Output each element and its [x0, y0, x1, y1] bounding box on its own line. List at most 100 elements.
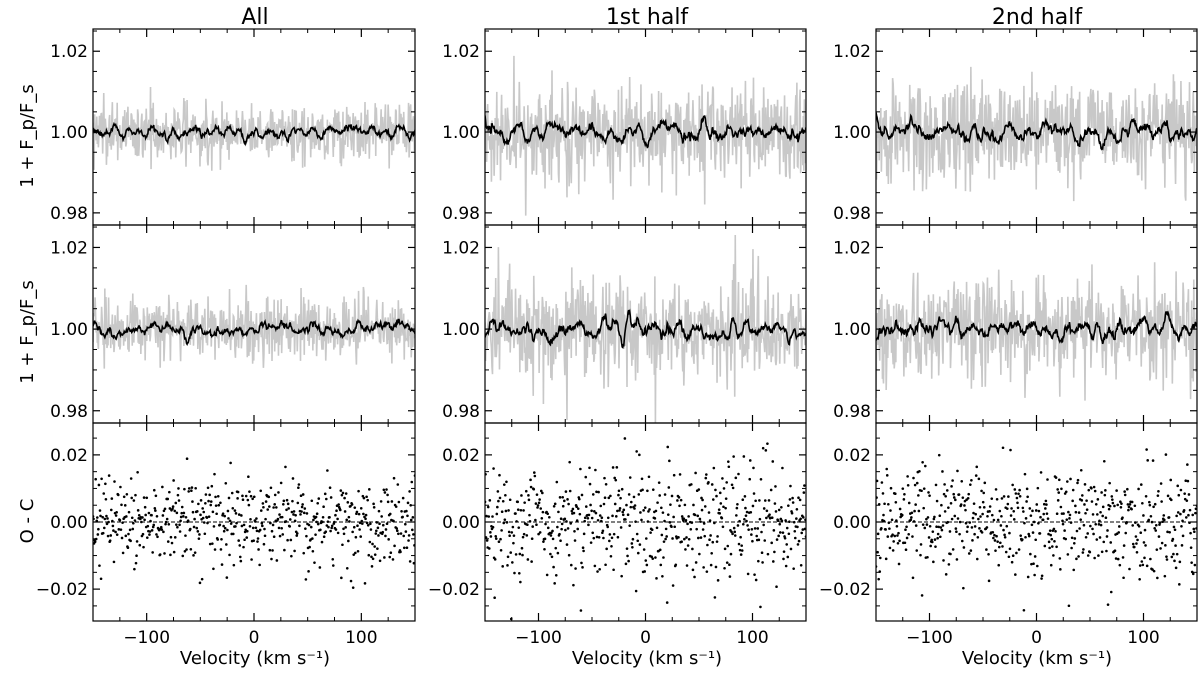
panel-r3-c3-point	[976, 535, 980, 539]
panel-r3-c1-point	[150, 513, 153, 517]
panel-r3-c3-point	[1012, 510, 1016, 513]
panel-r3-c2-point	[551, 529, 554, 533]
panel-r3-c1-point	[392, 519, 395, 523]
panel-r3-c3-point	[1159, 547, 1162, 550]
panel-r3-c1-point	[221, 512, 225, 515]
panel-r3-c1-point	[316, 522, 320, 526]
panel-r3-c2-point	[768, 513, 771, 516]
panel-r3-c1-point	[299, 513, 302, 516]
panel-r3-c3-point	[964, 508, 967, 512]
panel-r3-c1-point	[356, 524, 359, 527]
panel-r3-c1-point	[120, 536, 124, 540]
panel-r3-c3-point	[981, 512, 984, 516]
panel-r3-c2-point	[603, 476, 606, 480]
panel-r3-c3-point	[1033, 555, 1037, 558]
panel-r3-c3-point	[1077, 511, 1081, 514]
panel-r3-c1-point	[141, 532, 145, 536]
panel-r3-c2-point	[587, 523, 590, 527]
panel-r3-c1-point	[326, 520, 330, 523]
panel-r3-c3-point	[1152, 505, 1155, 509]
panel-r3-c1-point	[353, 506, 357, 509]
panel-r3-c2-point	[515, 520, 518, 523]
panel-r3-c3-point	[934, 545, 937, 548]
panel-r3-c2-point	[714, 488, 717, 492]
panel-r3-c1-point	[135, 540, 139, 543]
panel-r3-c3-point	[1123, 490, 1126, 493]
panel-r3-c2-point	[665, 601, 669, 604]
panel-r3-c3-point	[914, 503, 917, 506]
panel-r3-c3-point	[1003, 533, 1006, 537]
panel-r3-c2: −0.020.000.02−100 0 100	[428, 422, 807, 648]
panel-r3-c3-point	[1167, 516, 1171, 519]
panel-r3-c2-point	[683, 503, 687, 507]
panel-r3-c3-point	[1139, 531, 1143, 535]
panel-r3-c3-point	[969, 549, 973, 552]
panel-r3-c2-point	[799, 564, 803, 567]
panel-r3-c3-point	[1034, 509, 1038, 512]
panel-r3-c2-point	[727, 465, 731, 469]
panel-r3-c2-point	[639, 511, 642, 514]
panel-r3-c3-point	[926, 516, 930, 519]
panel-r3-c3-point	[1044, 499, 1048, 503]
panel-r3-c3-point	[1076, 478, 1080, 482]
panel-r3-c3-point	[1138, 578, 1141, 581]
panel-r3-c1-point	[376, 547, 379, 550]
panel-r3-c2-point	[776, 519, 780, 523]
panel-r3-c2-point	[590, 509, 593, 513]
panel-r3-c2-point	[569, 563, 573, 567]
panel-r3-c2-point	[553, 502, 557, 506]
panel-r3-c3-point	[1066, 553, 1070, 556]
panel-r3-c3-point	[891, 533, 894, 536]
panel-r3-c1-point	[130, 516, 134, 520]
panel-r3-c3-point	[951, 479, 954, 482]
panel-r3-c1-point	[174, 501, 178, 505]
panel-r3-c1-point	[307, 570, 310, 573]
panel-r3-c1-point	[301, 503, 304, 506]
panel-r3-c2-point	[668, 521, 672, 524]
panel-r3-c2-point	[624, 518, 627, 521]
panel-r3-c3-point	[1101, 505, 1105, 509]
panel-r3-c1-point	[142, 496, 146, 499]
panel-r3-c2-point	[694, 561, 698, 564]
panel-r3-c1-point	[169, 535, 173, 539]
panel-r3-c3-point	[1079, 468, 1083, 472]
panel-r3-c3-point	[1086, 532, 1089, 535]
panel-r3-c2-point	[576, 507, 580, 510]
panel-r3-c3-point	[1090, 500, 1094, 503]
panel-r3-c3-point	[1040, 577, 1043, 580]
panel-r3-c3-point	[1118, 525, 1121, 528]
panel-r3-c3-point	[944, 494, 947, 498]
panel-r3-c1-point	[395, 527, 399, 530]
panel-r3-c3-point	[1074, 504, 1077, 508]
panel-r3-c3-point	[940, 528, 944, 532]
panel-r3-c3-point	[918, 470, 921, 473]
panel-r3-c1-point	[410, 480, 414, 484]
panel-r3-c1-point	[229, 522, 233, 525]
panel-r3-c2-point	[522, 532, 526, 536]
panel-r3-c3-point	[1067, 604, 1071, 608]
panel-r3-c2-point	[754, 578, 758, 582]
panel-r3-c1-point	[177, 487, 180, 490]
panel-r3-c2-point	[514, 553, 518, 556]
panel-r3-c3-point	[1104, 516, 1108, 519]
panel-r3-c1-point	[145, 536, 149, 539]
panel-r3-c2-point	[671, 537, 674, 540]
panel-r3-c1-point	[245, 536, 249, 539]
panel-r3-c2-point	[680, 540, 683, 544]
panel-r3-c2-point	[594, 511, 598, 515]
column-title-1st-half: 1st half	[606, 5, 690, 30]
panel-r3-c2-point	[521, 553, 524, 557]
panel-r3-c2-point	[732, 526, 736, 530]
panel-r3-c2-point	[616, 509, 619, 513]
panel-r3-c2-point	[790, 511, 794, 515]
panel-r3-c1-point	[344, 492, 348, 495]
panel-r3-c1-point	[107, 474, 111, 477]
panel-r3-c3-point	[943, 483, 946, 486]
panel-r3-c2-point	[498, 473, 501, 477]
panel-r3-c2-point	[570, 509, 574, 513]
panel-r3-c2-point	[643, 506, 647, 509]
panel-r3-c3-point	[942, 492, 946, 496]
panel-r3-c1-point	[315, 512, 319, 516]
panel-r3-c3-point	[904, 528, 907, 531]
panel-r3-c1-point	[207, 499, 210, 503]
